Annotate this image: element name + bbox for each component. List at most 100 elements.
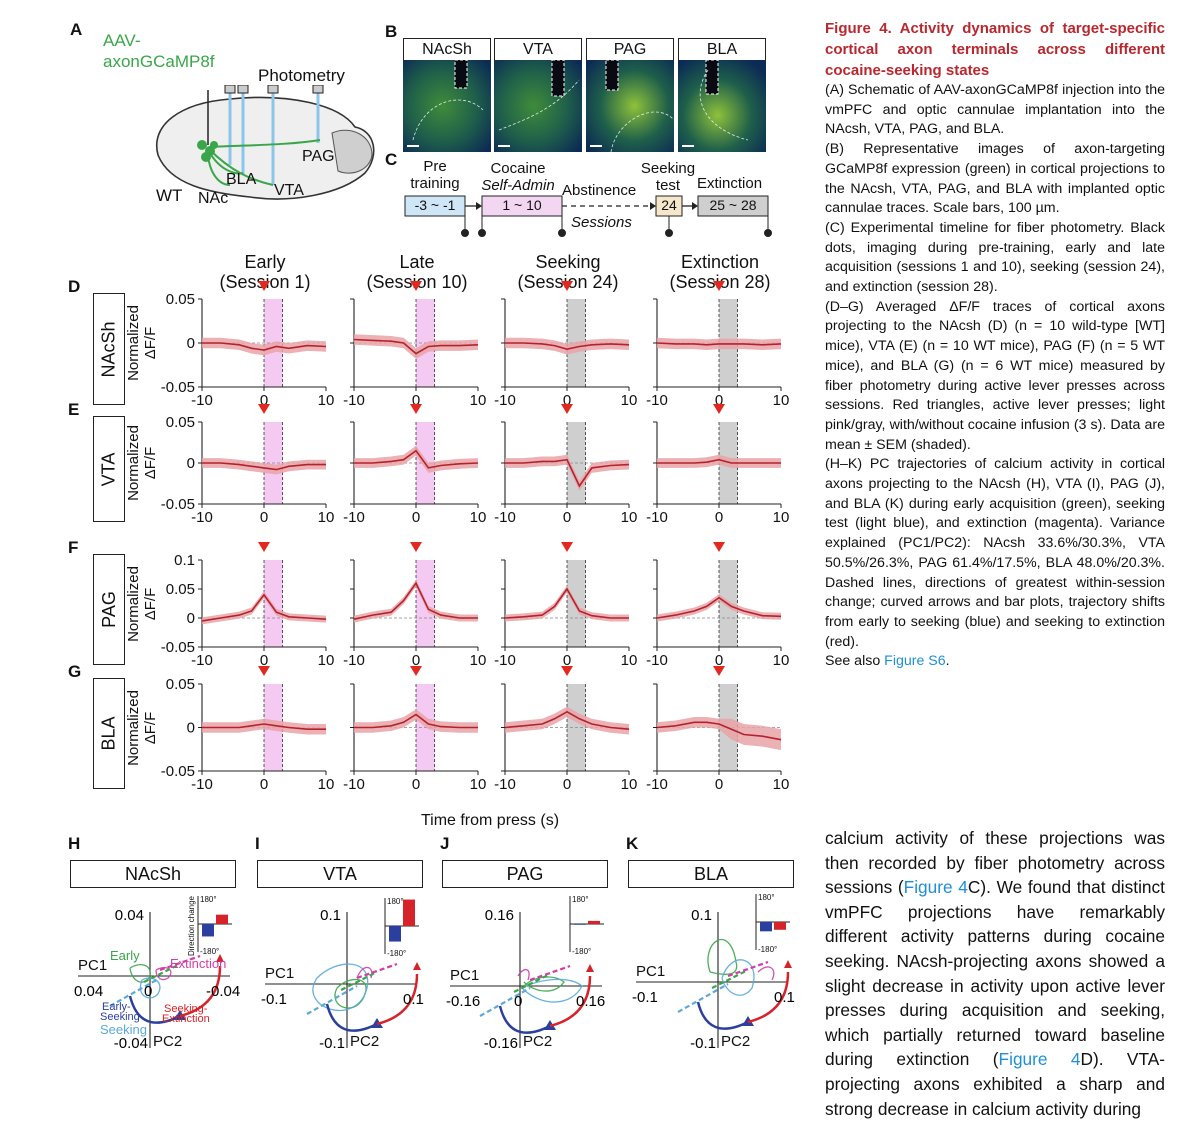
injection-site-cells	[197, 140, 218, 162]
y-axis-label: Normalized ΔF/F	[120, 295, 164, 391]
sessions-label: Sessions	[571, 214, 632, 231]
figure-s6-link[interactable]: Figure S6	[884, 653, 946, 670]
x-tick-label: 0	[260, 652, 268, 669]
row-region-label: BLA	[98, 716, 119, 751]
infusion-shade	[264, 560, 283, 647]
image-title-pag: PAG	[586, 38, 674, 62]
x-tick-label: 0	[563, 652, 571, 669]
mean-trace	[656, 596, 782, 619]
x-tick-label: 0	[260, 776, 268, 793]
x-tick-label: -0.16	[446, 993, 480, 1010]
lever-press-marker	[561, 281, 573, 291]
trajectory-label: Extinction	[170, 956, 226, 971]
sem-band	[505, 585, 629, 622]
mean-trace	[353, 338, 479, 355]
x-tick-label: -10	[191, 652, 213, 669]
y-axis-label-line2: ΔF/F	[142, 711, 160, 744]
see-also-suffix: .	[945, 653, 950, 670]
y-tick-label: 0	[187, 455, 195, 472]
y-axis-label-text: Normalized ΔF/F	[125, 690, 159, 766]
image-title-vta: VTA	[494, 38, 582, 62]
mean-trace	[202, 723, 326, 730]
y-axis-label-line1: Normalized	[125, 425, 143, 501]
mean-trace	[504, 587, 629, 619]
y-tick-label: -0.1	[690, 1035, 716, 1052]
figure-4c-link[interactable]: Figure 4	[903, 877, 968, 898]
virus-label-line2: axonGCaMP8f	[103, 52, 215, 71]
trace-plot-pag-2: -10 0 10	[494, 542, 637, 669]
cocaine-label-bottom: Self-Admin	[481, 177, 555, 194]
trace-plot-nacsh-0: -10 0 10 0.05 0 -0.05	[161, 281, 334, 409]
y-tick-label: 0.05	[166, 676, 195, 693]
y-tick-label: 0.16	[485, 907, 514, 924]
early-trajectory	[129, 964, 151, 983]
trace-plot-bla-3: -10 0 10	[646, 666, 789, 793]
mean-trace	[354, 713, 478, 729]
extinction-direction-line	[727, 960, 769, 978]
seeking-direction-line	[306, 985, 358, 1015]
panel-letter-b: B	[385, 22, 398, 41]
trace-plot-pag-0: -10 0 10 0.1 0.05 0 -0.05	[161, 542, 334, 669]
lever-press-marker	[713, 404, 725, 414]
x-tick-label: 10	[621, 652, 638, 669]
timeline-seeking-label: Seeking test	[636, 160, 700, 194]
x-tick-label: 0	[144, 983, 152, 1000]
sem-band	[505, 454, 629, 491]
y-axis-label: Normalized ΔF/F	[120, 418, 164, 508]
abstinence-label: Abstinence	[562, 182, 637, 199]
mean-trace	[353, 581, 478, 620]
x-tick-label: -10	[646, 392, 668, 409]
seeking-trajectory	[312, 963, 369, 1012]
caption-a: (A) Schematic of AAV-axonGCaMP8f injecti…	[825, 82, 1165, 138]
body-text-2: C). We found that distinct vmPFC project…	[825, 877, 1165, 1070]
seeking-extinction-bar	[588, 920, 600, 924]
histology-image-bla	[678, 60, 766, 152]
x-tick-label: 10	[621, 392, 638, 409]
row-region-label: NAcSh	[98, 320, 119, 378]
lever-press-marker	[258, 281, 270, 291]
sem-band	[354, 579, 478, 623]
panel-letter-j: J	[440, 834, 450, 853]
mean-trace	[201, 593, 327, 622]
pc1-label: PC1	[636, 963, 665, 980]
x-tick-label: 0	[715, 776, 723, 793]
row-region-box-vta: VTA	[93, 416, 125, 522]
sem-band	[202, 718, 326, 735]
x-tick-label: -10	[191, 392, 213, 409]
trajectory-label: Seeking	[100, 1011, 140, 1023]
sem-band	[505, 706, 629, 735]
early-direction-line	[711, 969, 749, 989]
axon-path-bla	[209, 152, 244, 175]
trace-plot-pag-1: -10 0 10	[343, 542, 486, 669]
x-tick-label: 0	[514, 993, 522, 1010]
y-tick-label: 0	[187, 335, 195, 352]
mean-trace	[504, 710, 630, 730]
early-trajectory	[707, 939, 738, 975]
trace-plot-bla-0: -10 0 10 0.05 0 -0.05	[161, 666, 334, 793]
sem-band	[657, 717, 781, 751]
mean-trace	[505, 342, 630, 351]
cerebellum-shape	[331, 129, 373, 174]
panel-letter-k: K	[626, 834, 639, 853]
extinction-trajectory	[517, 969, 530, 981]
panel-letter-d: D	[68, 277, 81, 296]
x-tick-label: 10	[773, 652, 790, 669]
extinction-direction-line	[356, 962, 398, 980]
seeking-trajectory	[521, 978, 583, 1003]
seeking-direction-line	[479, 987, 531, 1017]
pc2-label: PC2	[153, 1033, 182, 1050]
y-tick-label: -0.05	[161, 763, 195, 780]
figure-4d-link[interactable]: Figure 4	[998, 1049, 1081, 1070]
trajectory-label: Early	[110, 948, 140, 963]
virus-label: AAV- axonGCaMP8f	[103, 30, 215, 72]
extinction-direction-line	[529, 964, 571, 982]
virus-label-line1: AAV-	[103, 31, 141, 50]
x-tick-label: -0.1	[261, 991, 287, 1008]
histology-image-pag	[586, 60, 674, 152]
panel-letter-e: E	[68, 400, 80, 419]
early-to-seeking-arrow	[696, 1001, 749, 1030]
caption-see-also: See also Figure S6.	[825, 652, 1165, 672]
row-region-box-bla: BLA	[93, 678, 125, 789]
timeline-cocaine-label: Cocaine Self-Admin	[474, 160, 562, 194]
early-to-seeking-arrow	[498, 1005, 551, 1034]
